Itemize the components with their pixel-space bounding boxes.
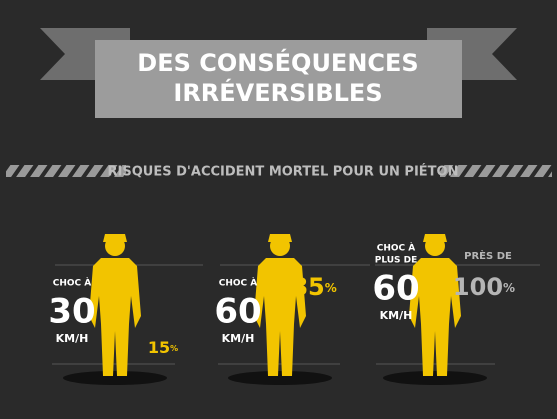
risk-value: 15 <box>148 338 170 357</box>
risk-unit: % <box>170 344 178 353</box>
risk-value: 100 <box>453 273 503 301</box>
shock-label: CHOC À <box>53 277 92 289</box>
risk-prefix: PRÈS DE <box>464 249 512 262</box>
unit: KM/H <box>380 309 413 322</box>
shock-label: CHOC À <box>219 277 258 289</box>
infographic: DES CONSÉQUENCES IRRÉVERSIBLES RISQUES D… <box>0 0 557 419</box>
speed: 60 <box>214 292 261 332</box>
unit: KM/H <box>56 332 89 345</box>
risk-value: 85 <box>291 273 324 301</box>
subtitle: RISQUES D'ACCIDENT MORTEL POUR UN PIÉTON <box>108 164 459 180</box>
title-line: IRRÉVERSIBLES <box>173 78 382 107</box>
shadow <box>383 371 487 385</box>
shadow <box>228 371 332 385</box>
shadow <box>63 371 167 385</box>
speed: 60 <box>372 269 419 309</box>
risk-unit: % <box>503 281 515 295</box>
shock-label: CHOC À <box>377 242 416 254</box>
shock-label: PLUS DE <box>375 256 418 266</box>
unit: KM/H <box>222 332 255 345</box>
title-line: DES CONSÉQUENCES <box>137 48 418 77</box>
speed: 30 <box>48 292 95 332</box>
risk-unit: % <box>325 281 337 295</box>
